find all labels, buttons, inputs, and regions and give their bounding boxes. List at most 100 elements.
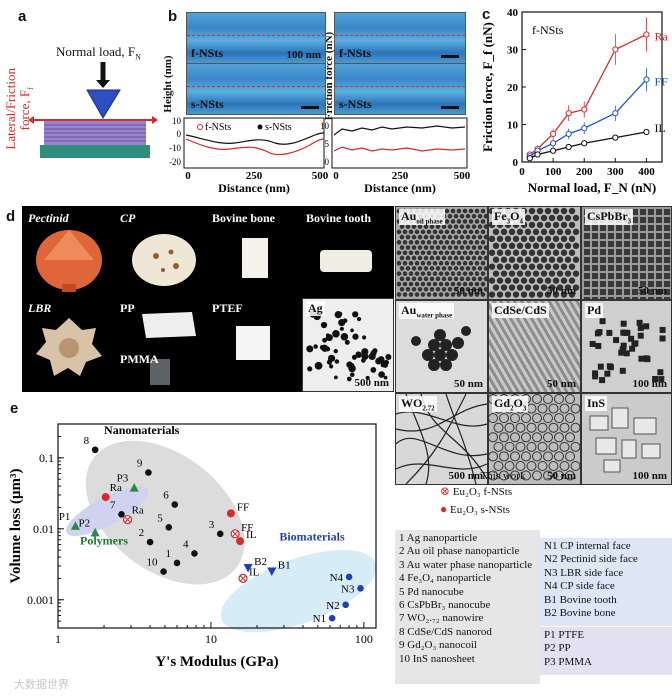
particle [564, 256, 572, 263]
particle [333, 375, 338, 380]
particle [613, 337, 620, 344]
particle [572, 228, 580, 236]
friction-profile-plot: 10 5 0 0 250 500 Distance (nm) [320, 117, 471, 195]
particle [664, 289, 670, 295]
xtick: 0 [333, 170, 339, 182]
particle [528, 235, 536, 243]
particle [624, 257, 630, 263]
particle [512, 263, 520, 270]
point-label: 7 [110, 499, 116, 511]
point-label: B1 [278, 560, 291, 572]
x-tick-label: 200 [576, 166, 593, 178]
particle [423, 224, 429, 229]
particle [496, 249, 504, 256]
particle [405, 287, 411, 292]
xtick: 500 [312, 170, 329, 182]
particle [632, 281, 638, 287]
particle [444, 260, 450, 266]
particle [429, 234, 435, 240]
point-label: IL [246, 529, 257, 541]
particle [632, 233, 638, 239]
particle [322, 347, 328, 352]
particle [483, 276, 487, 282]
particle [493, 441, 504, 452]
particle [560, 291, 568, 298]
particle [510, 413, 520, 424]
particle [313, 344, 318, 349]
particle [600, 273, 606, 279]
particle [664, 217, 670, 223]
this-work-legend: This work ⊗ Eu₂O₃ f-NSts ● Eu₂O₃ s-NSts [440, 470, 570, 517]
point-label: P3 [117, 473, 129, 485]
particle [411, 287, 417, 292]
x-axis-label: Normal load, F_N (nN) [528, 180, 657, 195]
particle [616, 297, 622, 299]
particle [349, 372, 355, 378]
particle [468, 292, 474, 297]
particle [600, 257, 606, 263]
particle [496, 291, 504, 298]
point-label: 9 [137, 458, 143, 470]
particle [608, 257, 614, 263]
particle [385, 354, 392, 361]
point-label: FF [237, 501, 249, 513]
particle [399, 234, 405, 240]
particle [592, 289, 598, 295]
series-label: Ra [654, 30, 668, 44]
particle [444, 240, 450, 245]
particle [528, 291, 536, 298]
particle [307, 366, 313, 372]
data-point [70, 521, 80, 530]
data-point [526, 155, 533, 162]
particle [489, 451, 498, 462]
particle [616, 265, 622, 271]
x-tick-label: 400 [638, 166, 655, 178]
particle [450, 208, 456, 214]
particle [526, 441, 537, 452]
particle [616, 241, 622, 247]
data-point [612, 134, 619, 141]
particle [355, 351, 362, 358]
data-point [643, 31, 650, 38]
particle [477, 213, 483, 219]
particle [656, 289, 662, 295]
particle [656, 209, 662, 215]
particle [572, 242, 580, 249]
particle [468, 208, 474, 214]
particle [396, 250, 402, 256]
point-label: FF [241, 522, 253, 534]
particle [483, 224, 487, 229]
crossed-mark [124, 516, 131, 523]
particle [543, 413, 553, 424]
particle [462, 240, 468, 245]
particle [456, 260, 462, 266]
particle [326, 359, 332, 365]
particle [471, 234, 477, 240]
particle [524, 270, 532, 277]
particle [438, 260, 444, 266]
particle [640, 257, 646, 263]
particle [500, 284, 508, 291]
particle [544, 235, 552, 243]
particle [532, 242, 540, 249]
particle [444, 219, 450, 224]
x-axis-label: Distance (nm) [218, 181, 290, 195]
biomaterials-label: Biomaterials [279, 530, 345, 544]
particle [504, 235, 512, 243]
particle [417, 224, 423, 229]
particle [565, 394, 575, 404]
particle [512, 249, 520, 256]
particle [480, 271, 486, 276]
particle [468, 250, 474, 256]
particle [532, 228, 540, 236]
particle [515, 441, 526, 452]
particle [435, 287, 441, 292]
particle [378, 371, 385, 378]
particle [656, 217, 662, 223]
particle [648, 265, 654, 271]
particle [592, 297, 598, 299]
particle [597, 363, 604, 370]
series-line-ra [529, 33, 647, 156]
particle [648, 217, 654, 223]
particle [432, 229, 438, 235]
